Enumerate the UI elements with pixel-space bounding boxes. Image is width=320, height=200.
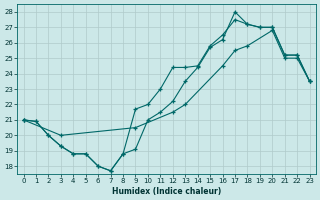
X-axis label: Humidex (Indice chaleur): Humidex (Indice chaleur): [112, 187, 221, 196]
